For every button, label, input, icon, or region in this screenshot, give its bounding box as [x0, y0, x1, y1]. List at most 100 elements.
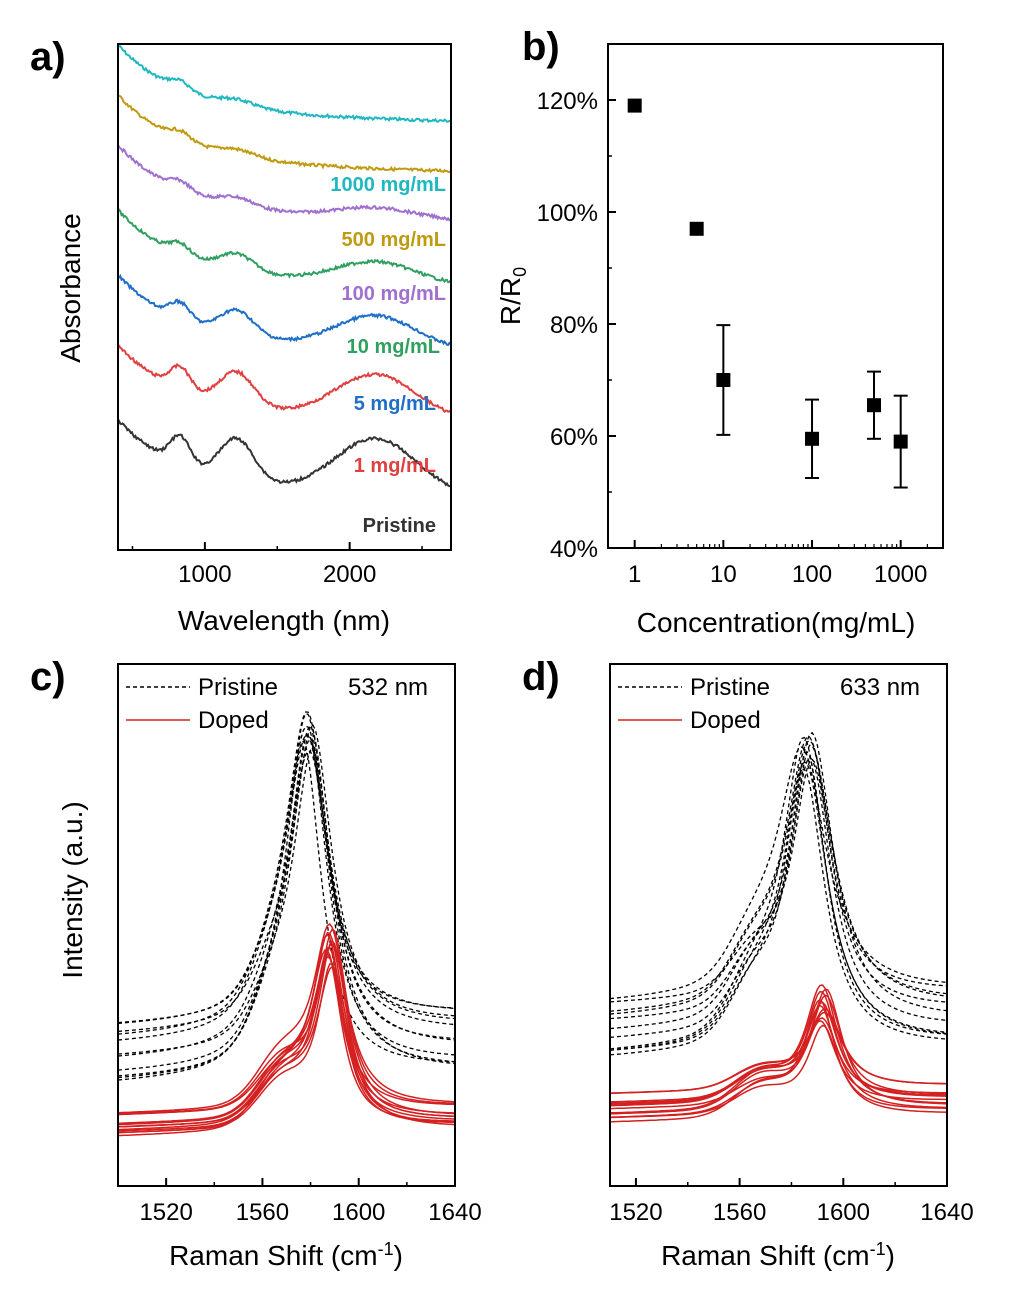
panel-c-label: c) [30, 655, 66, 699]
x-tick-label: 1 [628, 561, 641, 588]
data-point [716, 373, 731, 387]
doped-spectrum [117, 933, 456, 1125]
panel-d-legend: Pristine Doped [618, 674, 770, 734]
doped-spectrum [118, 956, 456, 1116]
panel-a: a) 1000 mg/mL 500 mg/mL 100 mg/mL 10 mg/mL 5… [30, 35, 452, 636]
series-label: 1000 mg/mL [330, 174, 446, 196]
panel-b: b) 40% 60% 80% 100% 120% 1 10 100 1000 Concentra… [495, 25, 944, 638]
y-tick-label: 100% [537, 200, 598, 227]
absorbance-curve [117, 208, 452, 284]
data-point [867, 398, 882, 413]
panel-c-frame [117, 663, 456, 1187]
panel-c-xlabel: Raman Shift (cm-1) [169, 1239, 403, 1271]
panel-b-ticks: 40% 60% 80% 100% 120% 1 10 100 1000 [537, 88, 928, 588]
pristine-spectrum [117, 711, 456, 1035]
pristine-spectrum [117, 725, 456, 1081]
panel-d: d) 1520 1560 1600 1640 Pristine Doped 633 n… [522, 655, 974, 1271]
absorbance-curve [118, 344, 451, 414]
data-point [689, 221, 704, 236]
series-label: 1 mg/mL [354, 455, 436, 477]
panel-d-ticks: 1520 1560 1600 1640 [609, 1178, 974, 1226]
data-point [627, 98, 642, 113]
pristine-spectrum [609, 739, 948, 1015]
panel-a-ticks: 1000 2000 [131, 542, 423, 588]
panel-c-title: 532 nm [348, 674, 428, 701]
x-tick-label: 1640 [428, 1199, 481, 1226]
x-tick-label: 1520 [609, 1199, 662, 1226]
doped-spectrum [117, 952, 455, 1132]
x-tick-label: 10 [710, 561, 737, 588]
panel-b-xlabel: Concentration(mg/mL) [637, 607, 916, 638]
doped-spectrum [609, 1004, 947, 1103]
pristine-spectrum [117, 739, 456, 1077]
x-tick-label: 1640 [920, 1199, 973, 1226]
pristine-spectrum [609, 761, 948, 1051]
doped-spectrum [609, 998, 948, 1123]
legend-pristine-label: Pristine [690, 674, 770, 701]
pristine-spectrum [609, 758, 948, 1003]
y-tick-label: 40% [550, 536, 598, 563]
panel-a-series-labels: 1000 mg/mL 500 mg/mL 100 mg/mL 10 mg/mL 5 mg… [330, 174, 446, 537]
pristine-spectrum [117, 739, 456, 1079]
y-tick-label: 80% [550, 312, 598, 339]
pristine-spectrum [609, 756, 948, 1038]
panel-c: c) 1520 1560 1600 1640 Pristine Doped 532 n… [30, 655, 482, 1271]
x-tick-label: 1000 [178, 561, 231, 588]
panel-a-xlabel: Wavelength (nm) [178, 605, 390, 636]
doped-spectrum [118, 949, 456, 1131]
panel-c-legend: Pristine Doped [126, 674, 278, 734]
doped-spectrum [609, 1011, 948, 1095]
pristine-spectrum [609, 746, 948, 1000]
x-tick-label: 1600 [817, 1199, 870, 1226]
panel-d-curves [609, 731, 948, 1123]
legend-pristine-label: Pristine [198, 674, 278, 701]
pristine-spectrum [117, 748, 456, 1055]
panel-d-label: d) [522, 655, 560, 699]
legend-doped-label: Doped [690, 707, 761, 734]
pristine-spectrum [609, 768, 948, 1056]
panel-c-ylabel: Intensity (a.u.) [57, 801, 88, 978]
x-tick-label: 1560 [713, 1199, 766, 1226]
absorbance-curve [117, 144, 452, 222]
panel-a-frame [117, 43, 452, 551]
pristine-spectrum [609, 744, 948, 1020]
doped-spectrum [609, 1019, 947, 1110]
data-point [805, 431, 820, 446]
x-tick-label: 1560 [236, 1199, 289, 1226]
pristine-spectrum [117, 750, 456, 1057]
panel-d-frame [609, 663, 948, 1187]
pristine-spectrum [117, 734, 456, 1025]
pristine-spectrum [117, 725, 456, 1041]
series-label: 500 mg/mL [342, 229, 446, 251]
doped-spectrum [117, 962, 455, 1134]
data-point [893, 434, 908, 449]
x-tick-label: 100 [792, 561, 832, 588]
x-tick-label: 1000 [874, 561, 927, 588]
absorbance-curve [117, 273, 452, 346]
doped-spectrum [117, 947, 456, 1134]
pristine-spectrum [609, 736, 948, 1012]
series-label: 100 mg/mL [342, 283, 446, 305]
panel-d-title: 633 nm [840, 674, 920, 701]
pristine-spectrum [609, 731, 948, 1030]
x-tick-label: 2000 [323, 561, 376, 588]
panel-b-frame [607, 43, 944, 549]
panel-c-ticks: 1520 1560 1600 1640 [139, 1178, 482, 1226]
absorbance-curve [117, 418, 451, 488]
doped-spectrum [609, 1024, 947, 1119]
panel-a-ylabel: Absorbance [55, 213, 86, 362]
panel-d-xlabel: Raman Shift (cm-1) [661, 1239, 895, 1271]
y-tick-label: 120% [537, 88, 598, 115]
y-tick-label: 60% [550, 424, 598, 451]
pristine-spectrum [609, 750, 948, 1051]
panel-c-curves [117, 711, 456, 1137]
series-label: Pristine [363, 515, 436, 537]
panel-a-label: a) [30, 35, 66, 79]
doped-spectrum [609, 1001, 947, 1106]
doped-spectrum [117, 922, 456, 1114]
panel-a-series [117, 44, 452, 488]
absorbance-curve [117, 44, 451, 124]
panel-b-label: b) [522, 25, 560, 69]
panel-b-points [627, 98, 908, 489]
